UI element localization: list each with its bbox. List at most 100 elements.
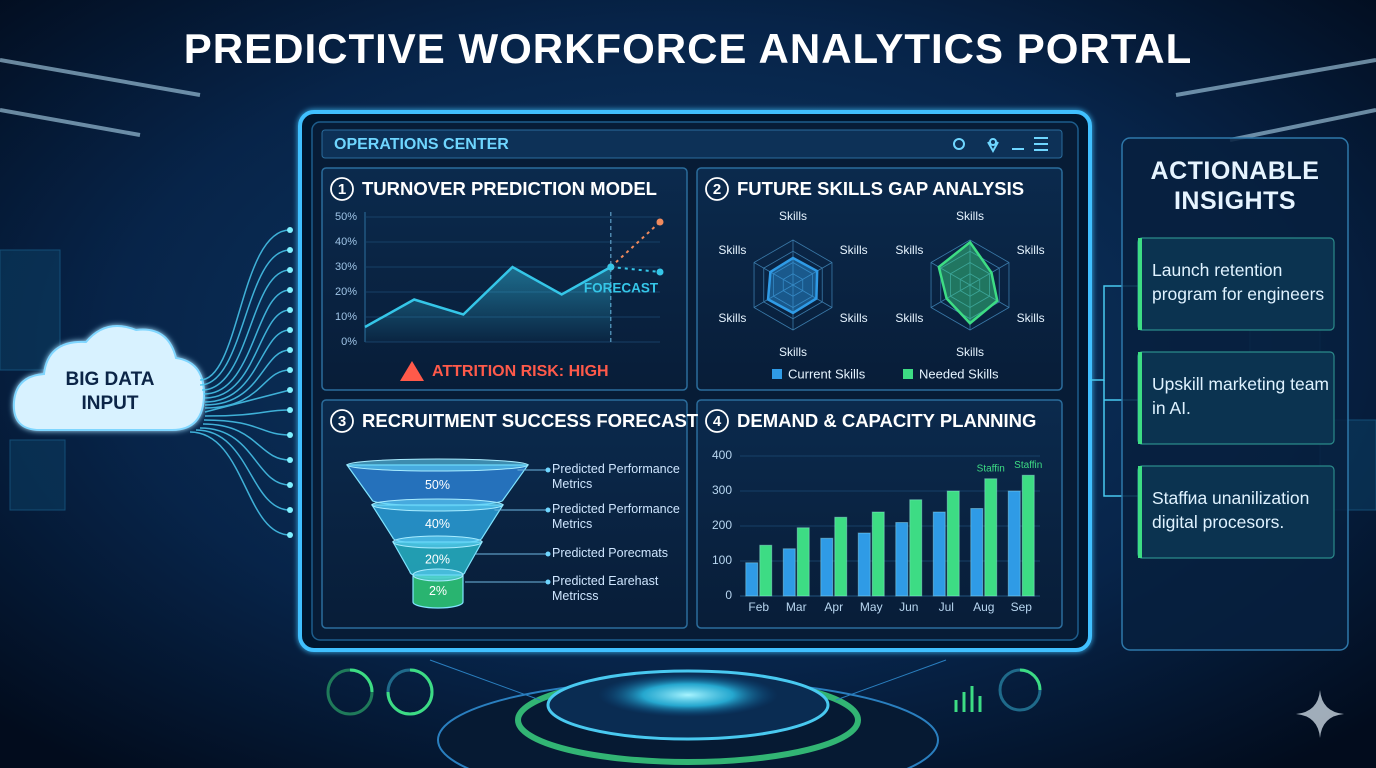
bar-annotation: Staffin (1014, 460, 1042, 471)
insight-accent (1138, 352, 1142, 444)
y-tick-label: 100 (712, 553, 732, 567)
bar (984, 478, 998, 597)
y-tick-label: 0% (341, 336, 357, 348)
insights-title: ACTIONABLE INSIGHTS (1150, 157, 1320, 215)
radar-spoke (930, 262, 971, 286)
y-tick-label: 300 (712, 483, 732, 497)
bar-annotation: Staffin (977, 463, 1005, 474)
radar-axis-label: Skills (779, 209, 807, 223)
panel-title: FUTURE SKILLS GAP ANALYSIS (737, 178, 1024, 199)
radar-axis-label: Skills (718, 243, 746, 257)
funnel-label: Predicted Porecmats (552, 546, 669, 560)
bar (946, 490, 960, 597)
badge-number: 1 (338, 181, 346, 198)
radar-spoke (753, 284, 794, 308)
y-tick-label: 0 (725, 588, 732, 602)
corner-sparkle (1296, 690, 1344, 738)
x-tick-label: Feb (748, 600, 769, 614)
radar-axis-label: Skills (840, 311, 868, 325)
cloud (12, 325, 206, 431)
legend-label: Current Skills (788, 366, 866, 381)
funnel-label: Predicted Performance Metrics (552, 502, 680, 531)
ops-bar (321, 129, 1063, 159)
panel-title: RECRUITMENT SUCCESS FORECAST (362, 410, 699, 431)
bar (871, 511, 885, 597)
bar (970, 508, 984, 597)
radar-axis-label: Skills (895, 243, 923, 257)
badge-number: 3 (338, 413, 346, 430)
x-tick-label: Apr (824, 600, 843, 614)
x-tick-label: Jul (939, 600, 954, 614)
radar-spoke (969, 284, 1010, 308)
radar-axis-label: Skills (956, 345, 984, 359)
funnel-rim (346, 458, 529, 472)
bar (820, 537, 834, 597)
input-label: BIG DATA INPUT (65, 369, 155, 414)
funnel-connector-dot (545, 467, 551, 473)
funnel-value: 50% (425, 478, 450, 492)
radar-area (766, 256, 819, 315)
funnel-rim (392, 535, 483, 549)
x-tick-label: Aug (973, 600, 994, 614)
legend-swatch (903, 369, 913, 379)
radar-axis-label: Skills (895, 311, 923, 325)
funnel-value: 20% (425, 552, 450, 566)
bar (909, 499, 923, 597)
bar (759, 544, 773, 597)
badge-number: 2 (713, 181, 721, 198)
radar-spoke (753, 262, 794, 286)
funnel-connector-dot (545, 507, 551, 513)
bar (745, 562, 759, 597)
badge-ring (705, 409, 729, 433)
insight-text: Upskill marketing team in AI. (1152, 374, 1329, 418)
line-point (607, 263, 615, 271)
y-tick-label: 30% (335, 261, 357, 273)
radar-spoke (969, 262, 1010, 286)
alert-text: ATTRITION RISK: HIGH (432, 363, 609, 380)
hologram-platform (429, 659, 947, 768)
radar-axis-label: Skills (956, 209, 984, 223)
line (610, 266, 661, 273)
panel-title: TURNOVER PREDICTION MODEL (362, 178, 657, 199)
bar (1021, 474, 1035, 597)
y-tick-label: 40% (335, 236, 357, 248)
bar (796, 527, 810, 597)
x-tick-label: Sep (1011, 600, 1033, 614)
ops-title: OPERATIONS CENTER (334, 136, 509, 153)
radar-area (937, 240, 999, 325)
badge-ring (330, 177, 354, 201)
page-title: PREDICTIVE WORKFORCE ANALYTICS PORTAL (184, 25, 1192, 72)
insight-accent (1138, 238, 1142, 330)
radar-spoke (792, 284, 833, 308)
bar (1007, 490, 1021, 597)
line-area (365, 267, 611, 342)
y-tick-label: 10% (335, 311, 357, 323)
x-tick-label: Jun (899, 600, 918, 614)
radar-axis-label: Skills (779, 345, 807, 359)
y-tick-label: 50% (335, 211, 357, 223)
funnel-value: 2% (429, 584, 447, 598)
decor-gauges (326, 668, 1042, 716)
radar-axis-label: Skills (1017, 243, 1045, 257)
bar (932, 511, 946, 597)
bar (834, 516, 848, 597)
y-tick-label: 200 (712, 518, 732, 532)
line (364, 265, 612, 329)
legend-label: Needed Skills (919, 366, 999, 381)
x-tick-label: May (860, 600, 883, 614)
radar-axis-label: Skills (718, 311, 746, 325)
ops-icons[interactable] (953, 137, 1048, 154)
funnel-rim (412, 568, 464, 582)
insight-accent (1138, 466, 1142, 558)
legend-swatch (772, 369, 782, 379)
funnel-label: Predicted Performance Metrics (552, 462, 680, 491)
badge-ring (330, 409, 354, 433)
ceiling-lights (0, 58, 1376, 142)
badge-ring (705, 177, 729, 201)
funnel-connector-dot (545, 579, 551, 585)
line-point (656, 268, 664, 276)
radar-spoke (792, 262, 833, 286)
funnel-label: Predicted Earehast Metricss (552, 574, 659, 603)
